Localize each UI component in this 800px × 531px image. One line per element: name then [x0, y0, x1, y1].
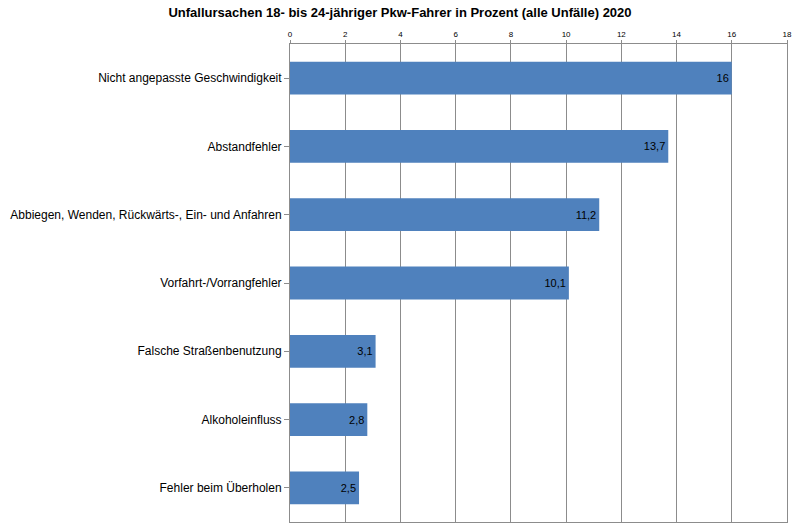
svg-text:16: 16	[727, 30, 736, 39]
svg-text:Abbiegen, Wenden, Rückwärts-,: Abbiegen, Wenden, Rückwärts-, Ein- und A…	[10, 208, 281, 222]
svg-text:Nicht angepasste Geschwindigke: Nicht angepasste Geschwindigkeit	[98, 71, 282, 85]
svg-text:4: 4	[398, 30, 403, 39]
svg-text:Fehler beim Überholen: Fehler beim Überholen	[160, 481, 282, 495]
svg-text:2,5: 2,5	[341, 482, 356, 494]
svg-text:0: 0	[288, 30, 293, 39]
svg-text:3,1: 3,1	[357, 345, 372, 357]
svg-text:10: 10	[562, 30, 571, 39]
svg-text:Unfallursachen 18- bis 24-jähr: Unfallursachen 18- bis 24-jähriger Pkw-F…	[168, 5, 631, 20]
svg-text:14: 14	[672, 30, 681, 39]
svg-text:Falsche Straßenbenutzung: Falsche Straßenbenutzung	[138, 344, 282, 358]
svg-text:12: 12	[617, 30, 626, 39]
svg-text:2: 2	[343, 30, 348, 39]
svg-text:10,1: 10,1	[544, 277, 565, 289]
svg-text:18: 18	[783, 30, 792, 39]
svg-text:13,7: 13,7	[644, 140, 665, 152]
svg-text:Alkoholeinfluss: Alkoholeinfluss	[202, 413, 282, 427]
svg-text:2,8: 2,8	[349, 414, 364, 426]
svg-text:Abstandfehler: Abstandfehler	[208, 140, 282, 154]
svg-text:11,2: 11,2	[576, 209, 597, 221]
svg-text:16: 16	[717, 72, 729, 84]
svg-text:8: 8	[509, 30, 514, 39]
svg-text:6: 6	[453, 30, 458, 39]
svg-text:Vorfahrt-/Vorrangfehler: Vorfahrt-/Vorrangfehler	[160, 276, 281, 290]
